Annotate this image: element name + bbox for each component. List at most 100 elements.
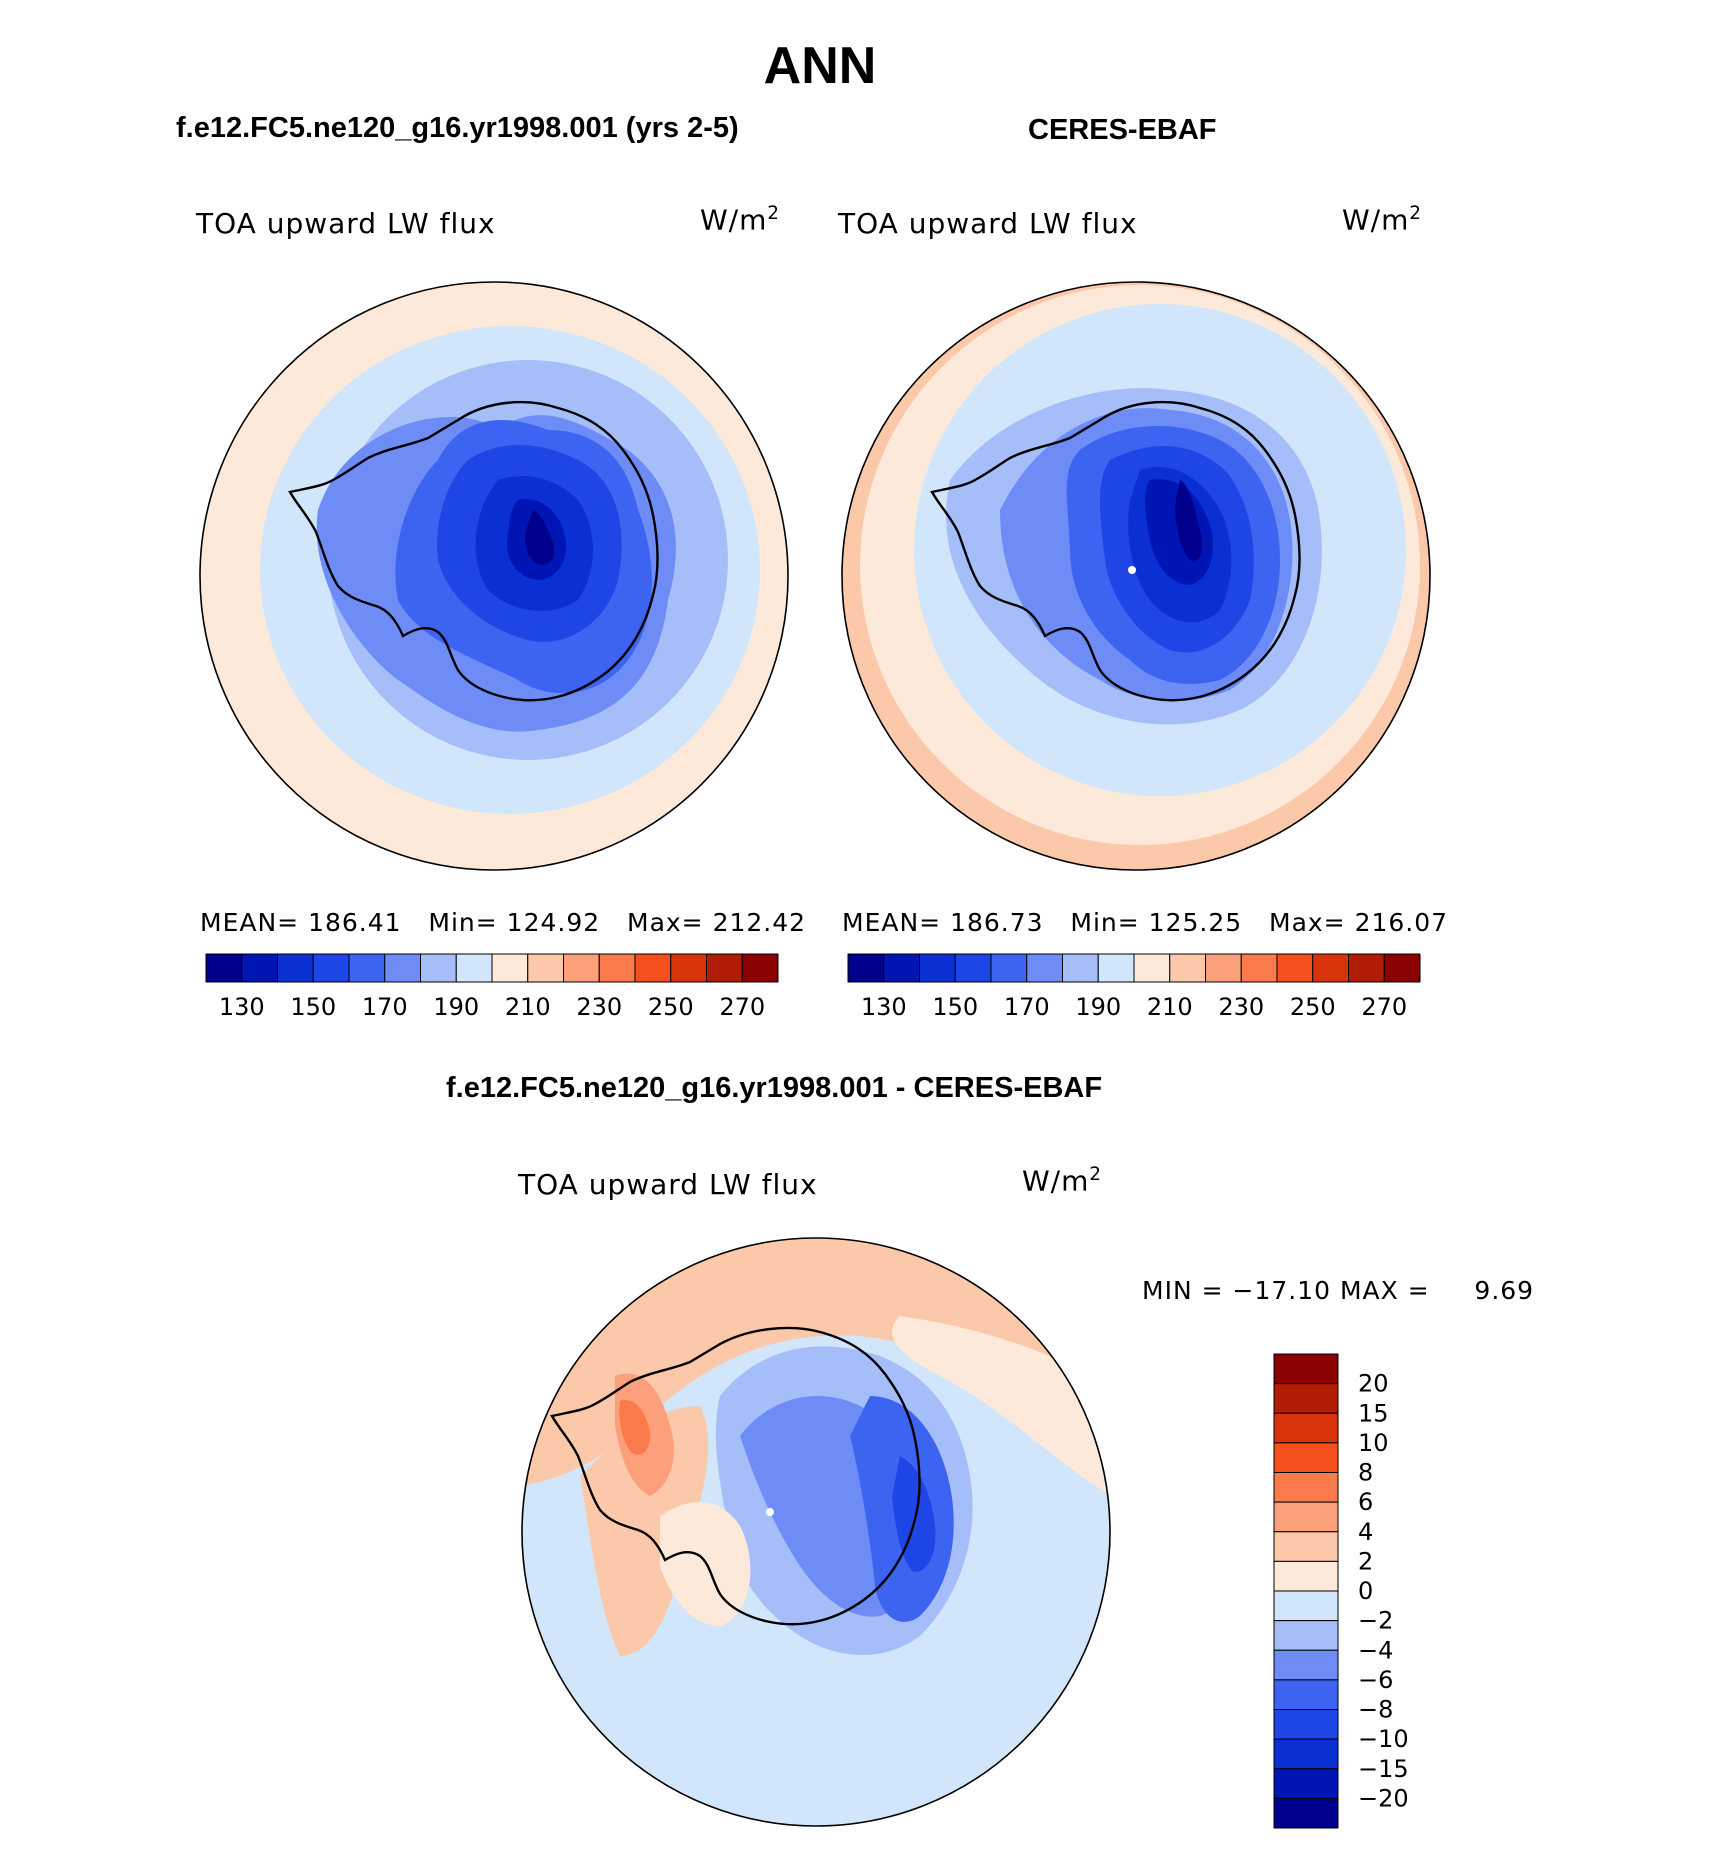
colorbar-2-tick-label: 170 [1004, 993, 1050, 1021]
colorbar-1-swatch [634, 953, 672, 983]
colorbar-2-tick-label: 190 [1075, 993, 1121, 1021]
panel-2-variable-label: TOA upward LW flux [838, 207, 1138, 240]
colorbar-1-tick-label: 230 [576, 993, 622, 1021]
map-3-antarctica-coastline [550, 1326, 921, 1626]
colorbar-2-swatch [1276, 953, 1314, 983]
map-3-ross-sea-positive [580, 1406, 709, 1656]
colorbar-3-tick-label: −4 [1358, 1636, 1393, 1664]
colorbar-3-tick-label: −6 [1358, 1666, 1393, 1694]
map-2-ice-sheet-core [1175, 480, 1202, 561]
colorbar-1-tick-label: 190 [433, 993, 479, 1021]
colorbar-2-swatch [1062, 953, 1099, 983]
map-3-east-antarctica-strong [892, 1456, 936, 1572]
colorbar-2-swatch [954, 953, 992, 983]
colorbar-2-swatch [1348, 953, 1385, 983]
colorbar-3-tick-label: 2 [1358, 1547, 1373, 1575]
colorbar-1-tick-label: 170 [362, 993, 408, 1021]
page-title: ANN [763, 37, 877, 95]
colorbar-3-tick-label: −8 [1358, 1696, 1393, 1724]
colorbar-3-swatch [1273, 1501, 1339, 1533]
panel-2-units-label: W/m2 [1342, 203, 1422, 237]
map-3-difference [521, 1237, 1111, 1827]
colorbar-1-swatch [598, 953, 636, 983]
colorbar-2-swatch [1097, 953, 1135, 983]
colorbar-3-swatch [1273, 1590, 1339, 1622]
map-2-frame [841, 281, 1431, 871]
panel-1-units-label: W/m2 [700, 203, 780, 237]
colorbar-1-swatch [420, 953, 457, 983]
panel-2-stats: MEAN= 186.73 Min= 125.25 Max= 216.07 [842, 908, 1449, 937]
colorbar-3-swatch [1273, 1768, 1339, 1799]
colorbar-2-tick-label: 250 [1290, 993, 1336, 1021]
colorbar-3-swatch [1273, 1620, 1339, 1651]
colorbar-2-swatch [1240, 953, 1278, 983]
colorbar-3-swatch [1273, 1738, 1339, 1770]
colorbar-3-tick-label: 15 [1358, 1399, 1389, 1427]
panel-1-heading: f.e12.FC5.ne120_g16.yr1998.001 (yrs 2-5) [176, 112, 739, 144]
colorbar-1-swatch [241, 953, 278, 983]
colorbar-3-swatch [1273, 1649, 1339, 1681]
colorbar-3-swatch [1273, 1412, 1339, 1444]
map-3-weddell-slight-positive [660, 1502, 751, 1626]
colorbar-3-tick-label: 20 [1358, 1370, 1389, 1398]
colorbar-3-swatch [1273, 1442, 1339, 1473]
colorbar-2-swatch [883, 953, 920, 983]
colorbar-2: 130 150 170 190 210 230 250 270 [847, 953, 1421, 1021]
colorbar-1: 130 150 170 190 210 230 250 270 [205, 953, 779, 1021]
colorbar-1-swatch [312, 953, 350, 983]
colorbar-1-tick-label: 130 [219, 993, 265, 1021]
colorbar-1-swatch [563, 953, 600, 983]
map-1-frame [199, 281, 789, 871]
colorbar-2-swatch [919, 953, 956, 983]
panel-3-variable-label: TOA upward LW flux [518, 1168, 818, 1201]
panel-3-stats: MIN = −17.10 MAX = 9.69 [1142, 1276, 1535, 1305]
panel-1-variable-label: TOA upward LW flux [196, 207, 496, 240]
map-3-peninsula-hot [619, 1400, 651, 1455]
colorbar-1-swatch [527, 953, 564, 983]
colorbar-2-tick-label: 210 [1147, 993, 1193, 1021]
colorbar-3-swatch [1273, 1797, 1339, 1829]
colorbar-2-swatch [1383, 953, 1421, 983]
colorbar-1-swatch [205, 953, 243, 983]
colorbar-2-swatch [1312, 953, 1349, 983]
colorbar-1-swatch [741, 953, 779, 983]
colorbar-2-tick-label: 270 [1361, 993, 1407, 1021]
colorbar-1-swatch [277, 953, 314, 983]
colorbar-1-swatch [670, 953, 707, 983]
colorbar-2-tick-label: 150 [932, 993, 978, 1021]
colorbar-1-swatch [706, 953, 743, 983]
map-1-ice-sheet-core [525, 510, 555, 565]
colorbar-3-swatch [1273, 1353, 1339, 1385]
colorbar-3-tick-label: 4 [1358, 1518, 1373, 1546]
colorbar-3-tick-label: 8 [1358, 1459, 1373, 1487]
colorbar-3-tick-label: −10 [1358, 1725, 1409, 1753]
colorbar-1-tick-label: 210 [505, 993, 551, 1021]
map-1-antarctica-coastline [288, 400, 659, 702]
colorbar-3-tick-label: −15 [1358, 1755, 1409, 1783]
map-3-frame [521, 1237, 1111, 1827]
colorbar-2-tick-label: 230 [1218, 993, 1264, 1021]
map-3-pole-missing-data [766, 1508, 774, 1516]
colorbar-3-swatch [1273, 1531, 1339, 1562]
colorbar-1-swatch [455, 953, 493, 983]
colorbar-3-tick-label: −20 [1358, 1784, 1409, 1812]
panel-1-stats: MEAN= 186.41 Min= 124.92 Max= 212.42 [200, 908, 807, 937]
colorbar-3-swatch [1273, 1560, 1339, 1592]
colorbar-2-swatch [1026, 953, 1063, 983]
colorbar-3-tick-label: 10 [1358, 1429, 1389, 1457]
colorbar-1-tick-label: 250 [648, 993, 694, 1021]
colorbar-3-tick-label: 0 [1358, 1577, 1373, 1605]
colorbar-2-swatch [1169, 953, 1206, 983]
map-1-model [199, 281, 789, 871]
panel-2-heading: CERES-EBAF [1028, 114, 1217, 146]
panel-3-heading: f.e12.FC5.ne120_g16.yr1998.001 - CERES-E… [446, 1072, 1103, 1104]
colorbar-3-tick-label: 6 [1358, 1488, 1373, 1516]
map-2-antarctica-coastline [930, 400, 1301, 702]
colorbar-1-swatch [348, 953, 386, 983]
colorbar-2-swatch [847, 953, 885, 983]
map-2-pole-missing-data [1128, 566, 1136, 574]
colorbar-3-swatch [1273, 1679, 1339, 1710]
colorbar-3-swatch [1273, 1383, 1339, 1414]
colorbar-1-tick-label: 150 [290, 993, 336, 1021]
